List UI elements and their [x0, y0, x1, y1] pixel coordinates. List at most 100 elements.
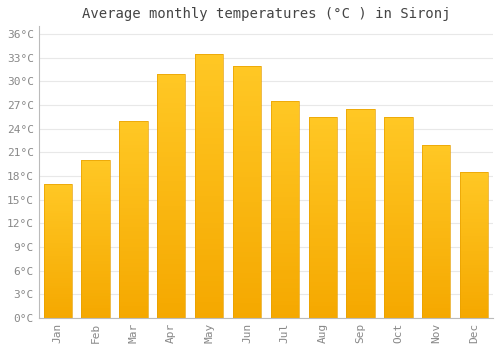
- Bar: [157, 196, 186, 201]
- Bar: [384, 205, 412, 209]
- Bar: [119, 290, 148, 294]
- Bar: [233, 298, 261, 303]
- Bar: [233, 96, 261, 101]
- Bar: [157, 103, 186, 108]
- Bar: [384, 161, 412, 165]
- Bar: [460, 216, 488, 219]
- Bar: [233, 116, 261, 121]
- Bar: [195, 165, 224, 170]
- Bar: [233, 91, 261, 96]
- Bar: [119, 184, 148, 188]
- Bar: [44, 197, 72, 200]
- Bar: [384, 125, 412, 129]
- Bar: [308, 153, 337, 157]
- Bar: [157, 274, 186, 279]
- Bar: [157, 113, 186, 118]
- Bar: [157, 254, 186, 259]
- Bar: [422, 217, 450, 221]
- Bar: [119, 216, 148, 219]
- Bar: [44, 200, 72, 203]
- Bar: [460, 175, 488, 178]
- Bar: [460, 236, 488, 239]
- Bar: [233, 81, 261, 86]
- Bar: [346, 214, 375, 218]
- Bar: [422, 169, 450, 172]
- Bar: [233, 278, 261, 283]
- Bar: [308, 121, 337, 125]
- Bar: [346, 155, 375, 159]
- Bar: [119, 192, 148, 196]
- Bar: [460, 228, 488, 230]
- Bar: [82, 208, 110, 211]
- Bar: [308, 185, 337, 189]
- Bar: [233, 156, 261, 162]
- Bar: [195, 144, 224, 149]
- Bar: [308, 302, 337, 306]
- Bar: [384, 306, 412, 310]
- Bar: [195, 297, 224, 302]
- Bar: [233, 217, 261, 222]
- Bar: [233, 207, 261, 212]
- Bar: [346, 197, 375, 201]
- Bar: [460, 277, 488, 280]
- Bar: [157, 186, 186, 191]
- Bar: [384, 157, 412, 161]
- Bar: [308, 314, 337, 318]
- Bar: [82, 308, 110, 312]
- Bar: [44, 219, 72, 222]
- Bar: [157, 78, 186, 83]
- Bar: [119, 294, 148, 298]
- Bar: [119, 208, 148, 211]
- Bar: [44, 208, 72, 211]
- Bar: [44, 313, 72, 315]
- Bar: [422, 228, 450, 231]
- Bar: [270, 261, 299, 266]
- Bar: [233, 197, 261, 202]
- Bar: [195, 207, 224, 212]
- Bar: [157, 162, 186, 167]
- Bar: [270, 162, 299, 166]
- Bar: [384, 262, 412, 266]
- Bar: [460, 309, 488, 312]
- Bar: [422, 290, 450, 294]
- Bar: [346, 168, 375, 172]
- Bar: [270, 275, 299, 279]
- Bar: [346, 134, 375, 138]
- Bar: [308, 246, 337, 250]
- Bar: [422, 159, 450, 162]
- Bar: [195, 80, 224, 85]
- Bar: [460, 283, 488, 286]
- Bar: [346, 151, 375, 155]
- Bar: [270, 101, 299, 105]
- Bar: [233, 152, 261, 156]
- Bar: [195, 281, 224, 286]
- Bar: [44, 205, 72, 208]
- Bar: [270, 305, 299, 309]
- Bar: [119, 239, 148, 243]
- Bar: [44, 262, 72, 264]
- Bar: [44, 203, 72, 205]
- Bar: [82, 299, 110, 302]
- Bar: [346, 314, 375, 318]
- Bar: [308, 286, 337, 290]
- Bar: [346, 285, 375, 289]
- Bar: [308, 262, 337, 266]
- Bar: [460, 280, 488, 283]
- Bar: [346, 205, 375, 209]
- Bar: [119, 164, 148, 168]
- Bar: [195, 302, 224, 307]
- Bar: [233, 303, 261, 308]
- Bar: [195, 244, 224, 249]
- Bar: [44, 216, 72, 219]
- Bar: [157, 108, 186, 113]
- Bar: [270, 149, 299, 153]
- Bar: [195, 85, 224, 91]
- Bar: [233, 252, 261, 257]
- Bar: [422, 214, 450, 217]
- Bar: [422, 276, 450, 280]
- Bar: [308, 238, 337, 241]
- Bar: [82, 214, 110, 217]
- Bar: [422, 224, 450, 228]
- Bar: [460, 190, 488, 193]
- Bar: [233, 212, 261, 217]
